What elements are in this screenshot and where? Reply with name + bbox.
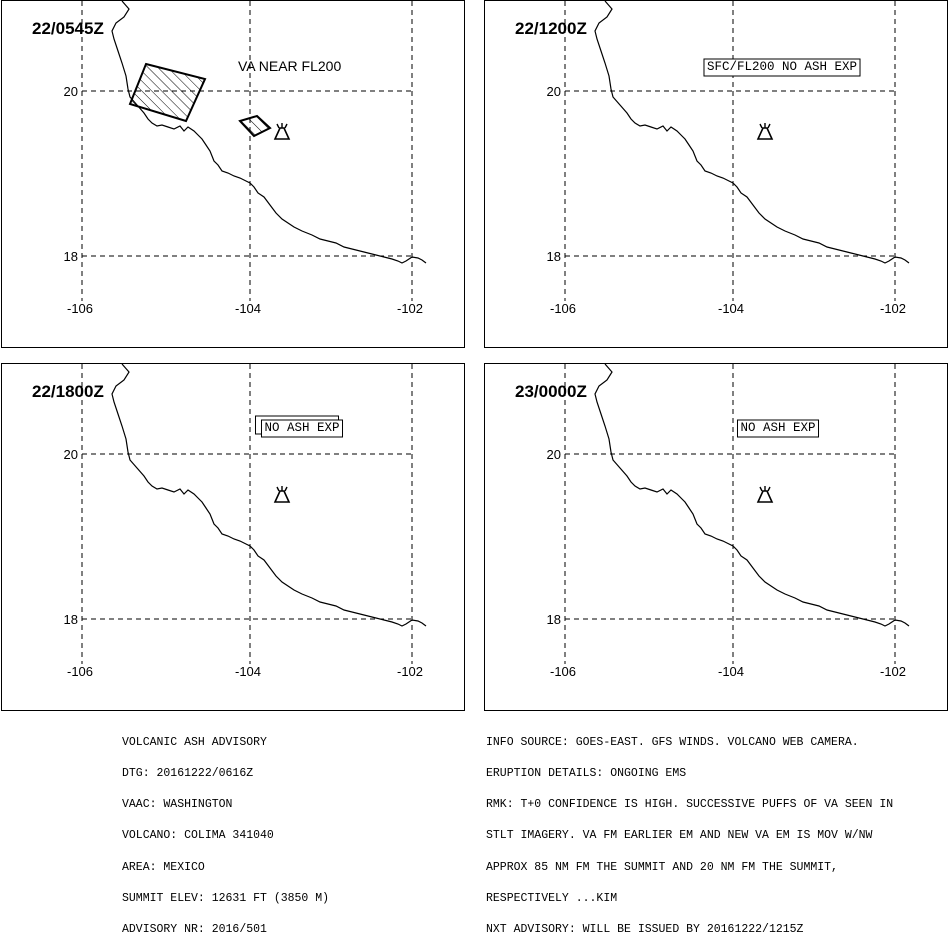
map-canvas: -106 -104 -102 20 18 VA NEAR FL200 bbox=[64, 1, 427, 316]
remarks-rmk-line: APPROX 85 NM FM THE SUMMIT AND 20 NM FM … bbox=[486, 860, 838, 874]
lat-tick-label: 20 bbox=[64, 447, 78, 462]
volcano-icon bbox=[273, 123, 291, 140]
advisory-area: AREA: MEXICO bbox=[122, 860, 205, 874]
lon-tick-label: -102 bbox=[397, 301, 423, 316]
ash-cloud-area bbox=[238, 114, 272, 138]
advisory-summit-elev: SUMMIT ELEV: 12631 FT (3850 M) bbox=[122, 891, 330, 905]
volcano-icon bbox=[273, 486, 291, 503]
remarks-info-source: INFO SOURCE: GOES-EAST. GFS WINDS. VOLCA… bbox=[486, 735, 859, 749]
volcano-icon bbox=[756, 123, 774, 140]
lon-tick-label: -106 bbox=[67, 301, 93, 316]
ash-cloud-area bbox=[128, 62, 207, 123]
advisory-volcano: VOLCANO: COLIMA 341040 bbox=[122, 829, 274, 843]
lon-tick-label: -106 bbox=[550, 664, 576, 679]
lat-tick-label: 18 bbox=[64, 612, 78, 627]
remarks-rmk-line: RMK: T+0 CONFIDENCE IS HIGH. SUCCESSIVE … bbox=[486, 798, 894, 812]
ash-annotation: SFC/FL200 NO ASH EXP bbox=[707, 60, 857, 74]
annotation-box bbox=[703, 58, 861, 77]
lon-tick-label: -106 bbox=[67, 664, 93, 679]
coastline bbox=[594, 1, 910, 264]
advisory-dtg: DTG: 20161222/0616Z bbox=[122, 767, 254, 781]
map-canvas: -106 -104 -102 20 18 SFC/FL200 NO ASH EXP bbox=[547, 1, 910, 316]
lon-tick-label: -102 bbox=[397, 664, 423, 679]
lon-tick-label: -104 bbox=[235, 301, 261, 316]
remarks-rmk-line: RESPECTIVELY ...KIM bbox=[486, 891, 618, 905]
lon-tick-label: -104 bbox=[235, 664, 261, 679]
lat-tick-label: 18 bbox=[547, 249, 561, 264]
lon-tick-label: -104 bbox=[718, 301, 744, 316]
forecast-panel-4: -106 -104 -102 20 18 NO ASH EXP 23/0000Z bbox=[484, 363, 948, 711]
lat-tick-label: 20 bbox=[547, 84, 561, 99]
lat-tick-label: 20 bbox=[64, 84, 78, 99]
advisory-number: ADVISORY NR: 2016/501 bbox=[122, 923, 267, 937]
lat-tick-label: 18 bbox=[64, 249, 78, 264]
lon-tick-label: -104 bbox=[718, 664, 744, 679]
panel-time-label: 22/1200Z bbox=[515, 19, 587, 38]
lon-tick-label: -106 bbox=[550, 301, 576, 316]
volcano-icon bbox=[756, 486, 774, 503]
ash-annotation: NO ASH EXP bbox=[264, 421, 339, 435]
coastline bbox=[111, 1, 427, 264]
remarks-rmk-line: STLT IMAGERY. VA FM EARLIER EM AND NEW V… bbox=[486, 829, 873, 843]
ash-annotation: VA NEAR FL200 bbox=[238, 58, 341, 74]
ash-annotation: NO ASH EXP bbox=[740, 421, 815, 435]
lat-tick-label: 20 bbox=[547, 447, 561, 462]
advisory-remarks-block: INFO SOURCE: GOES-EAST. GFS WINDS. VOLCA… bbox=[486, 717, 893, 946]
lon-tick-label: -102 bbox=[880, 664, 906, 679]
remarks-next-advisory: NXT ADVISORY: WILL BE ISSUED BY 20161222… bbox=[486, 923, 804, 937]
advisory-vaac: VAAC: WASHINGTON bbox=[122, 798, 233, 812]
annotation-box bbox=[260, 419, 344, 438]
remarks-eruption-details: ERUPTION DETAILS: ONGOING EMS bbox=[486, 767, 687, 781]
coastline bbox=[594, 364, 910, 627]
annotation-box bbox=[736, 419, 820, 438]
advisory-header-block: VOLCANIC ASH ADVISORY DTG: 20161222/0616… bbox=[122, 717, 329, 946]
lon-tick-label: -102 bbox=[880, 301, 906, 316]
forecast-panel-1: -106 -104 -102 20 18 VA NEAR FL200 22/0545Z bbox=[1, 0, 465, 348]
panel-time-label: 22/1800Z bbox=[32, 382, 104, 401]
map-canvas: -106 -104 -102 20 18 NO ASH EXP bbox=[547, 364, 910, 679]
forecast-panel-2: -106 -104 -102 20 18 SFC/FL200 NO ASH EXP 22/… bbox=[484, 0, 948, 348]
forecast-panel-3: -106 -104 -102 20 18 NO ASH EXP 22/1800Z bbox=[1, 363, 465, 711]
coastline bbox=[111, 364, 427, 627]
lat-tick-label: 18 bbox=[547, 612, 561, 627]
map-canvas: -106 -104 -102 20 18 NO ASH EXP bbox=[64, 364, 427, 679]
panel-time-label: 23/0000Z bbox=[515, 382, 587, 401]
panel-time-label: 22/0545Z bbox=[32, 19, 104, 38]
advisory-title: VOLCANIC ASH ADVISORY bbox=[122, 735, 267, 749]
